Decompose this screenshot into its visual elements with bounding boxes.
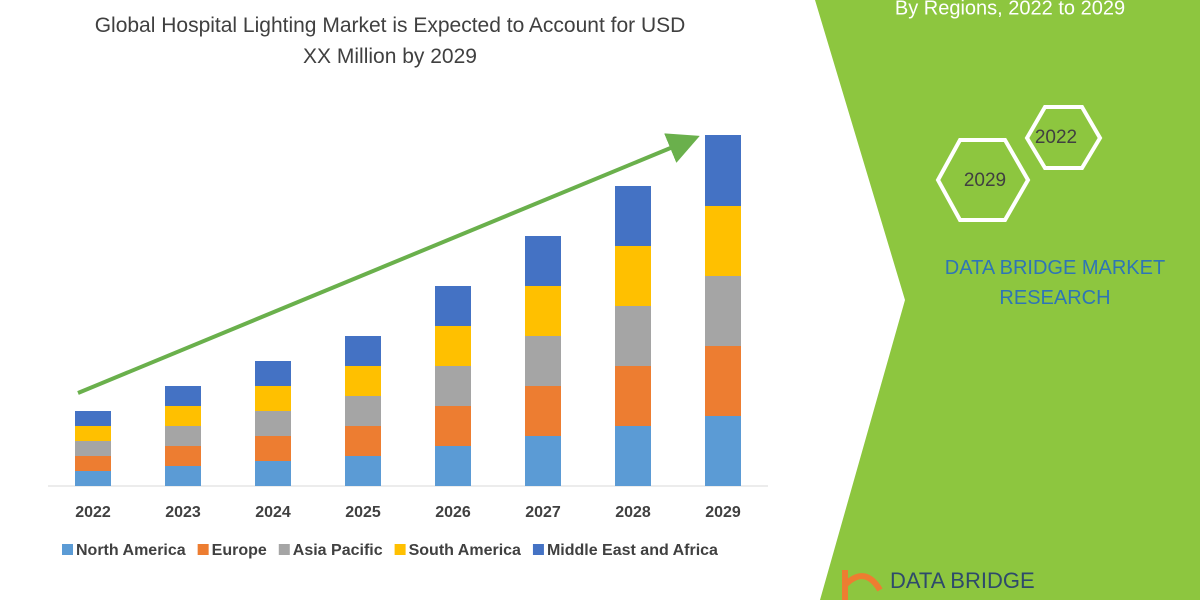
bar-segment [525,236,561,286]
bar-segment [165,466,201,486]
bar-segment [705,206,741,276]
x-tick-label: 2026 [435,504,471,521]
bar-segment [255,461,291,486]
bar-segment [615,426,651,486]
bar-segment [165,446,201,466]
bar-segment [525,336,561,386]
bar-segment [705,416,741,486]
logo-text: DATA BRIDGE [890,568,1035,593]
bar-segment [345,396,381,426]
hexagon [1024,105,1103,170]
hexagon-label: 2029 [964,170,1006,191]
bar-segment [75,411,111,426]
bar-segment [615,306,651,366]
legend-label: South America [409,542,521,559]
bar-segment [75,471,111,486]
bar-segment [345,336,381,366]
hexagon [935,138,1031,222]
bar-segment [255,361,291,386]
bar-segment [75,456,111,471]
bar-segment [75,426,111,441]
x-tick-label: 2029 [705,504,741,521]
bar-segment [435,406,471,446]
bar-segment [255,386,291,411]
legend-label: Europe [212,542,267,559]
subtitle: By Regions, 2022 to 2029 [895,0,1125,19]
bar-segment [165,406,201,426]
x-tick-label: 2024 [255,504,291,521]
legend-swatch [197,544,209,555]
logo-mark [842,570,883,600]
bar-segment [615,366,651,426]
bar-segment [705,346,741,416]
legend-swatch [394,544,406,555]
bar-segment [255,436,291,461]
bar-segment [165,386,201,406]
x-tick-label: 2022 [75,504,111,521]
bar-segment [435,446,471,486]
legend-label: Middle East and Africa [547,542,718,559]
brand: DATA BRIDGE MARKET RESEARCH [944,257,1166,309]
x-tick-label: 2025 [345,504,381,521]
legend-swatch [532,544,544,555]
bar-segment [435,366,471,406]
bar-segment [705,135,741,206]
bar-segment [345,456,381,486]
bar-segment [525,436,561,486]
trend-arrow [77,133,700,395]
bar-segment [345,426,381,456]
hexagon-label: 2022 [1035,127,1077,148]
bar-segment [435,326,471,366]
bar-segment [615,186,651,246]
bar-segment [525,386,561,436]
bar-segment [525,286,561,336]
bar-segment [165,426,201,446]
x-tick-label: 2028 [615,504,651,521]
x-tick-label: 2027 [525,504,561,521]
bar-segment [705,276,741,346]
green-panel [815,0,1200,600]
bar-segment [75,441,111,456]
x-tick-label: 2023 [165,504,201,521]
legend-label: Asia Pacific [293,542,383,559]
legend-swatch [278,544,290,555]
legend-swatch [62,544,73,555]
brand-box: DATA BRIDGE MARKET RESEARCH [944,257,1166,309]
bar-segment [255,411,291,436]
chart-title: Global Hospital Lighting Market is Expec… [94,14,686,68]
bar-segment [615,246,651,306]
legend-label: North America [76,542,186,559]
bar-segment [345,366,381,396]
bar-segment [435,286,471,326]
